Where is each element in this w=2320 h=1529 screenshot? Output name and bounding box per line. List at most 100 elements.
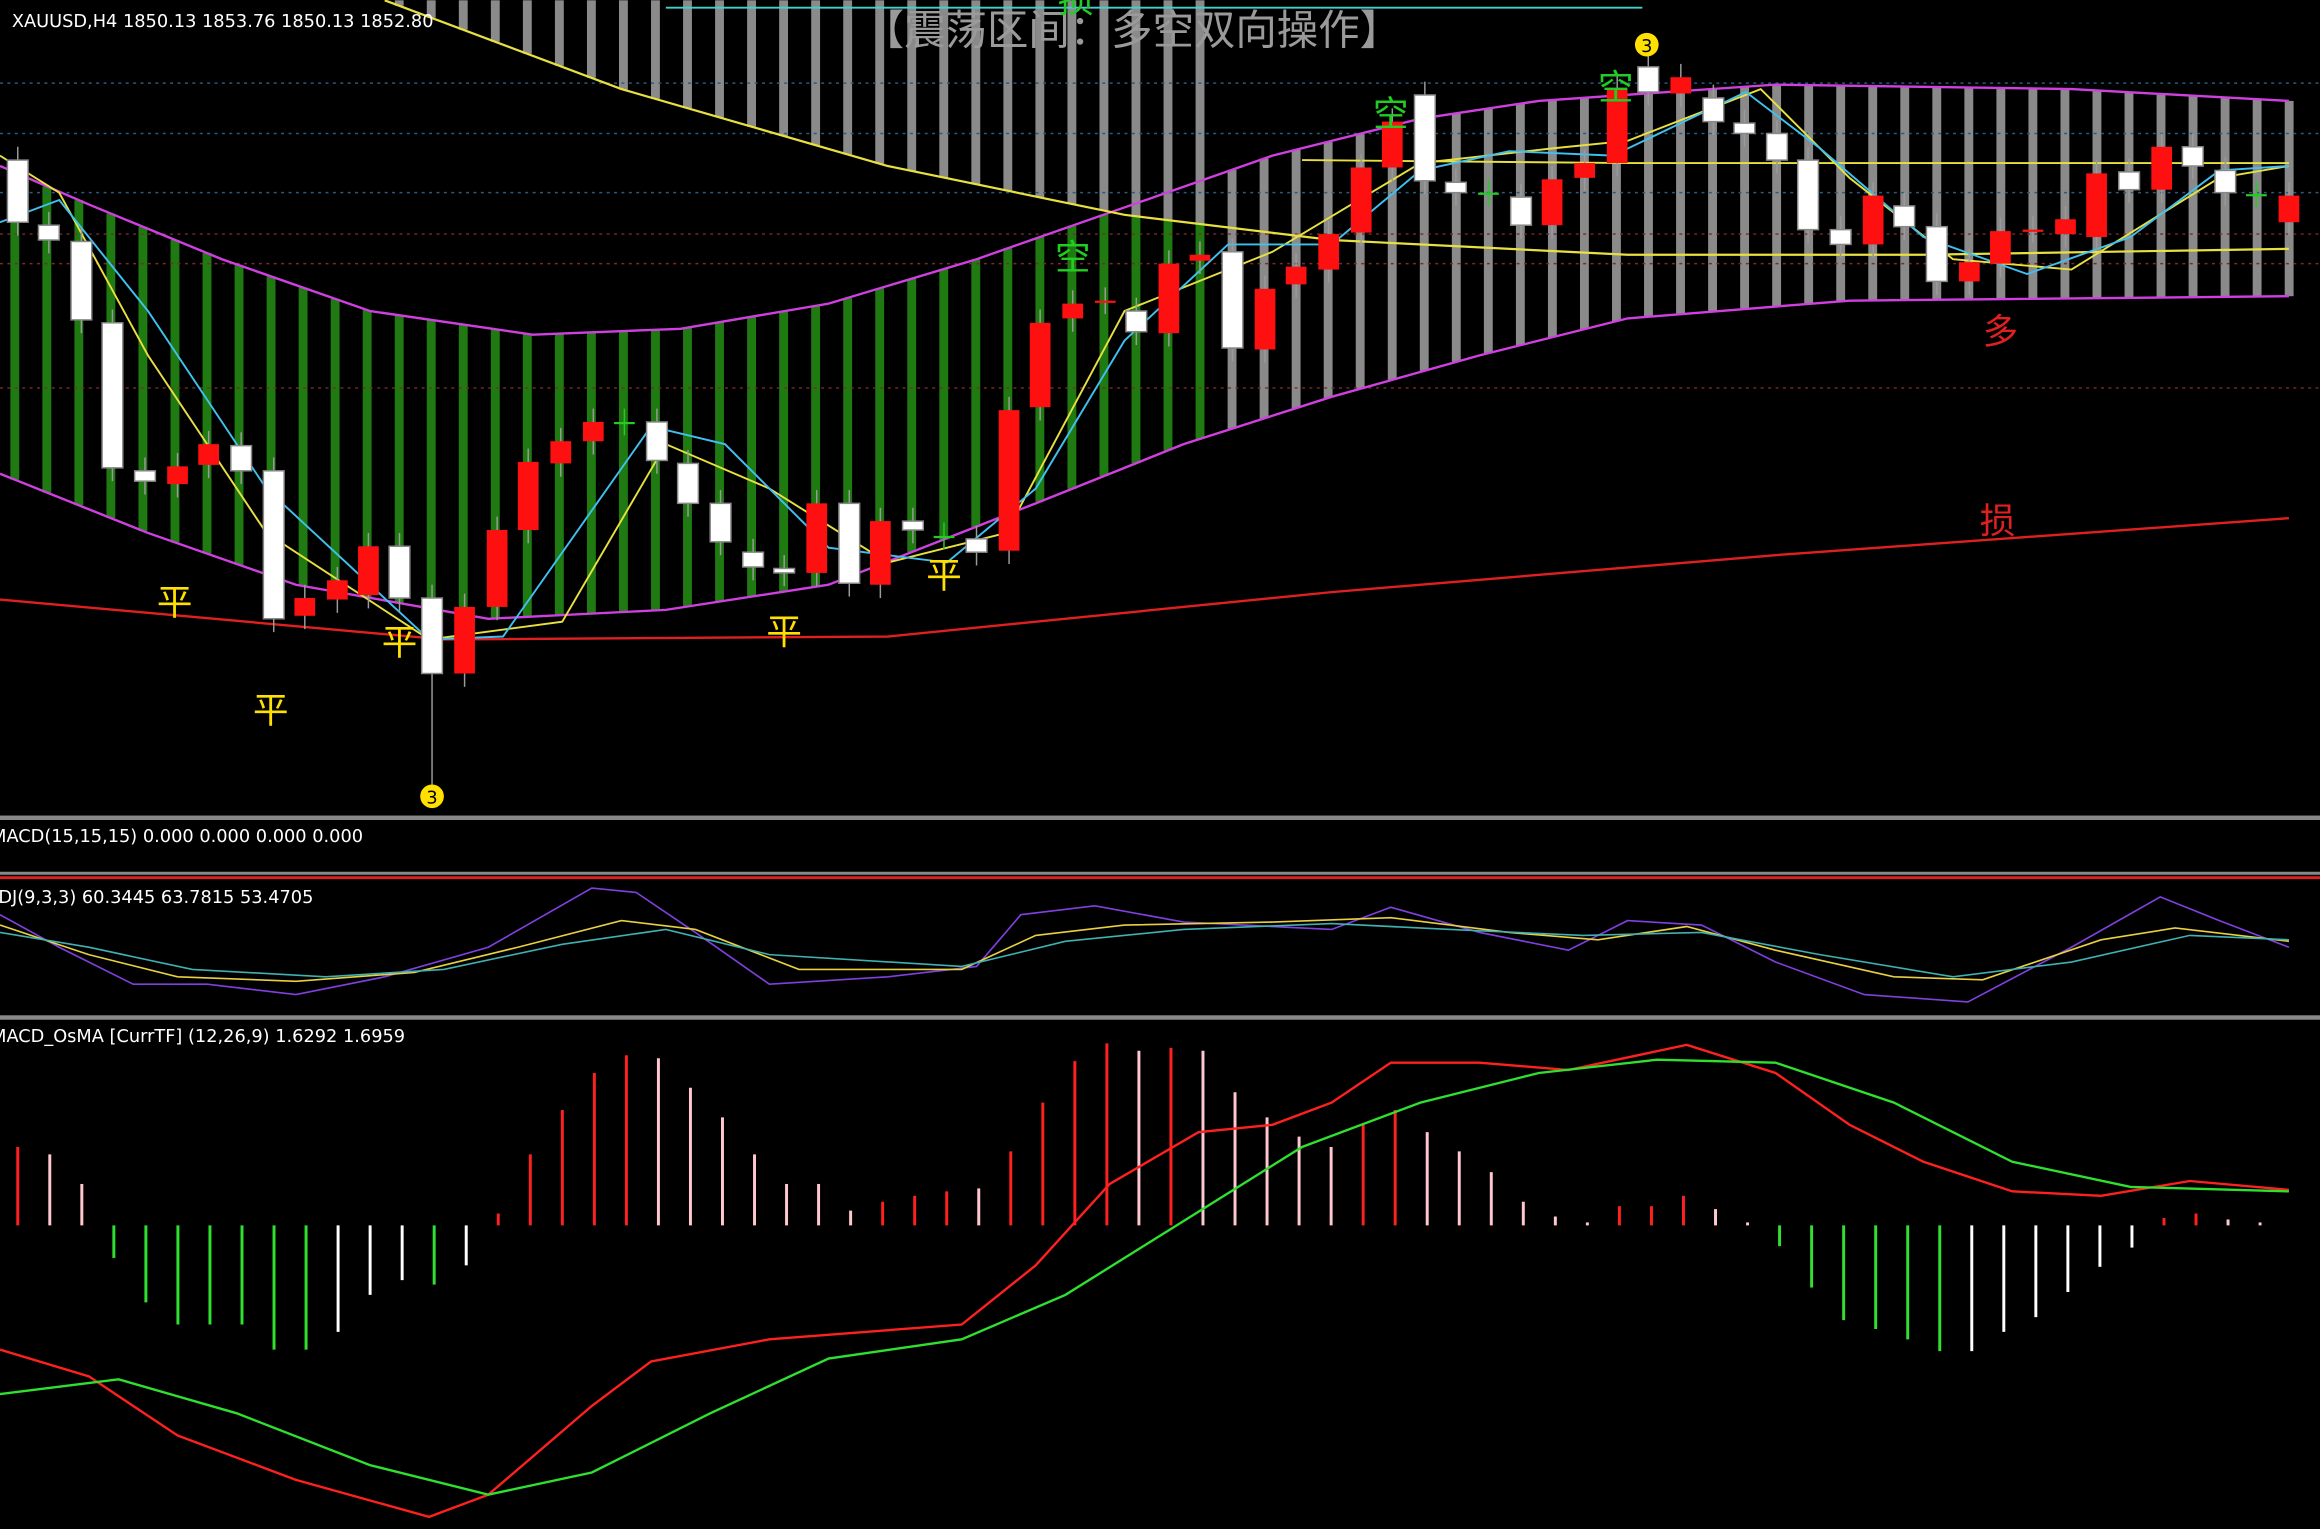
band-bar xyxy=(1131,0,1141,217)
panel-separator xyxy=(0,871,2320,875)
band-bar xyxy=(651,329,660,611)
candle-body xyxy=(294,598,316,616)
candle-body xyxy=(645,421,669,462)
candle-body xyxy=(1221,251,1244,349)
candle-body xyxy=(2181,146,2204,167)
count-badge xyxy=(420,784,444,809)
candle-body xyxy=(742,551,765,568)
band-bar xyxy=(907,278,917,553)
band-bar xyxy=(651,0,660,99)
band-bar xyxy=(1099,214,1109,477)
kdj-k xyxy=(0,916,2290,983)
band-bar xyxy=(618,331,628,613)
band-bar xyxy=(939,0,949,178)
candle-body xyxy=(1444,181,1468,194)
candle-body xyxy=(37,224,60,241)
candle-body xyxy=(326,580,348,600)
band-bar xyxy=(939,269,949,540)
kdj-j xyxy=(0,887,2290,1003)
flat-marker: 平 xyxy=(382,622,418,663)
band-bar xyxy=(586,0,596,78)
candle-body xyxy=(1765,132,1789,161)
candle-body xyxy=(676,462,700,505)
candle-body xyxy=(870,521,891,585)
candle-body xyxy=(806,503,828,573)
panel-label: KDJ(9,3,3) 60.3445 63.7815 53.4705 xyxy=(0,888,313,908)
band-bar xyxy=(490,0,500,42)
candle-body xyxy=(133,470,157,482)
kdj-d xyxy=(0,922,2289,978)
band-bar xyxy=(2188,95,2198,298)
band-bar xyxy=(170,239,180,543)
band-bar xyxy=(1355,133,1365,389)
candle-body xyxy=(1541,179,1563,226)
candle-body xyxy=(1606,89,1628,164)
long-marker: 多 xyxy=(1983,312,2019,353)
stop-marker: 损 xyxy=(1058,0,1094,21)
candle-body xyxy=(582,421,604,442)
band-bar xyxy=(715,322,724,602)
band-bar xyxy=(843,0,853,155)
band-bar xyxy=(138,226,148,531)
candle-body xyxy=(1990,231,2011,264)
band-bar xyxy=(298,287,308,586)
candle-body xyxy=(614,421,635,425)
band-bar xyxy=(715,0,724,118)
band-bar xyxy=(458,0,468,30)
candle-body xyxy=(517,461,539,530)
band-bar xyxy=(971,259,981,527)
candle-body xyxy=(1254,288,1276,350)
candle-body xyxy=(1574,163,1595,178)
candle-body xyxy=(1702,97,1725,123)
band-bar xyxy=(1483,108,1493,354)
candle-body xyxy=(1829,228,1852,246)
band-bar xyxy=(266,276,276,577)
candle-body xyxy=(998,410,1020,551)
band-bar xyxy=(330,298,340,592)
band-bar xyxy=(1003,0,1013,191)
band-bar xyxy=(1163,0,1173,221)
band-bar xyxy=(618,0,628,90)
band-bar xyxy=(1387,125,1397,380)
candle-body xyxy=(550,441,572,464)
candle-body xyxy=(1125,310,1148,333)
panel-separator xyxy=(0,815,2320,820)
candle-body xyxy=(1958,262,1980,282)
panel-separator xyxy=(0,1015,2320,1020)
candle-body xyxy=(1350,167,1372,233)
candle-body xyxy=(358,546,379,596)
candle-body xyxy=(709,502,732,543)
candle-body xyxy=(1413,94,1436,182)
flat-marker: 平 xyxy=(766,612,802,653)
candle-body xyxy=(1285,266,1307,285)
candle-body xyxy=(388,545,411,599)
band-bar xyxy=(458,324,468,615)
candle-body xyxy=(1478,192,1499,195)
candle-body xyxy=(454,606,475,674)
band-bar xyxy=(394,315,404,604)
band-lower xyxy=(0,295,2289,620)
band-bar xyxy=(1740,86,1750,310)
band-bar xyxy=(1003,248,1013,515)
band-bar xyxy=(1067,225,1077,489)
osma-green xyxy=(0,1058,2289,1496)
band-bar xyxy=(42,186,52,493)
candle-body xyxy=(6,159,29,223)
band-bar xyxy=(2060,88,2070,299)
candle-body xyxy=(2151,146,2173,190)
band-bar xyxy=(1644,93,1653,317)
candle-body xyxy=(262,470,285,620)
candle-body xyxy=(1733,122,1756,135)
count-label: 3 xyxy=(1641,37,1652,57)
candle-body xyxy=(2055,219,2076,235)
band-bar xyxy=(554,0,564,66)
candle-body xyxy=(1637,66,1660,93)
band-bar xyxy=(522,0,532,54)
candle-body xyxy=(965,538,988,553)
stop-marker: 损 xyxy=(1980,501,2016,542)
osma-red xyxy=(0,1043,2290,1519)
candle-body xyxy=(2278,195,2300,223)
lower-panels xyxy=(0,887,2290,1519)
candle-body xyxy=(2086,173,2107,238)
